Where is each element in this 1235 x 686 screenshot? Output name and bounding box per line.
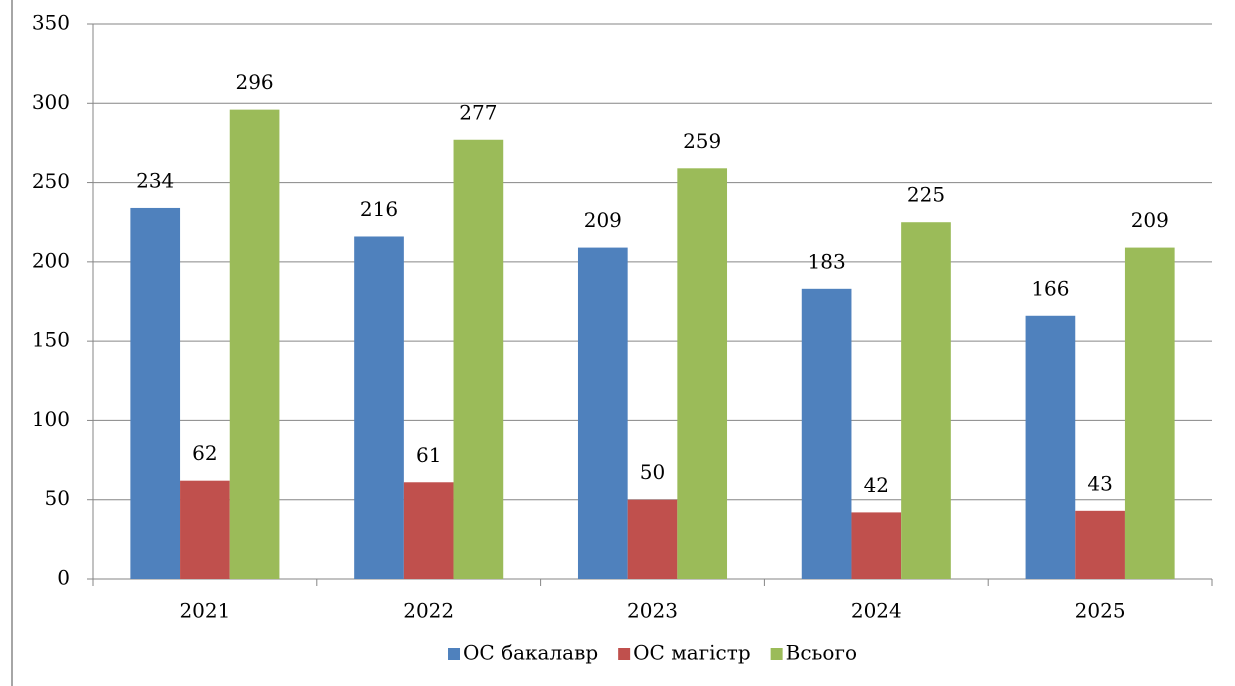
data-label: 42 bbox=[864, 473, 889, 497]
bar bbox=[180, 480, 230, 579]
bar bbox=[851, 512, 902, 579]
bar bbox=[453, 139, 504, 579]
bar bbox=[1025, 315, 1076, 579]
data-label: 43 bbox=[1087, 471, 1112, 495]
legend-label: ОС бакалавр bbox=[463, 641, 598, 665]
x-tick-label: 2025 bbox=[1075, 599, 1126, 623]
x-tick-label: 2023 bbox=[627, 599, 678, 623]
legend-label: ОС магістр bbox=[633, 641, 750, 665]
bar bbox=[403, 482, 454, 579]
y-tick-label: 300 bbox=[32, 90, 70, 114]
legend-swatch bbox=[448, 648, 461, 660]
bar bbox=[130, 207, 181, 579]
bar bbox=[1124, 247, 1175, 580]
y-tick-label: 200 bbox=[32, 248, 70, 272]
x-tick-label: 2024 bbox=[851, 599, 902, 623]
data-label: 277 bbox=[459, 100, 497, 124]
y-tick-label: 250 bbox=[32, 169, 70, 193]
y-tick-label: 150 bbox=[32, 328, 70, 352]
bar bbox=[901, 222, 951, 579]
data-label: 216 bbox=[360, 197, 398, 221]
data-label: 209 bbox=[1131, 208, 1169, 232]
data-label: 296 bbox=[235, 70, 273, 94]
bar bbox=[354, 236, 404, 579]
legend-swatch bbox=[770, 648, 783, 660]
legend-swatch bbox=[618, 648, 631, 660]
y-tick-label: 0 bbox=[57, 566, 70, 590]
bar bbox=[229, 109, 280, 579]
data-label: 209 bbox=[584, 208, 622, 232]
x-tick-label: 2021 bbox=[179, 599, 230, 623]
legend: ОС бакалавр ОС магістр Всього bbox=[448, 641, 857, 665]
x-tick-label: 2022 bbox=[403, 599, 454, 623]
data-label: 166 bbox=[1031, 276, 1069, 300]
bar bbox=[577, 247, 628, 580]
data-label: 183 bbox=[808, 249, 846, 273]
y-tick-label: 350 bbox=[32, 11, 70, 35]
data-label: 225 bbox=[907, 183, 945, 207]
bar bbox=[801, 288, 852, 579]
data-label: 61 bbox=[416, 443, 441, 467]
data-label: 50 bbox=[640, 460, 665, 484]
y-tick-label: 100 bbox=[32, 407, 70, 431]
bar bbox=[627, 499, 678, 579]
bar bbox=[1075, 510, 1125, 579]
bar bbox=[677, 168, 728, 580]
chart-frame bbox=[11, 0, 13, 686]
legend-label: Всього bbox=[786, 641, 857, 665]
y-tick-label: 50 bbox=[45, 486, 70, 510]
data-label: 62 bbox=[192, 441, 217, 465]
data-label: 259 bbox=[683, 129, 721, 153]
data-label: 234 bbox=[136, 168, 174, 192]
